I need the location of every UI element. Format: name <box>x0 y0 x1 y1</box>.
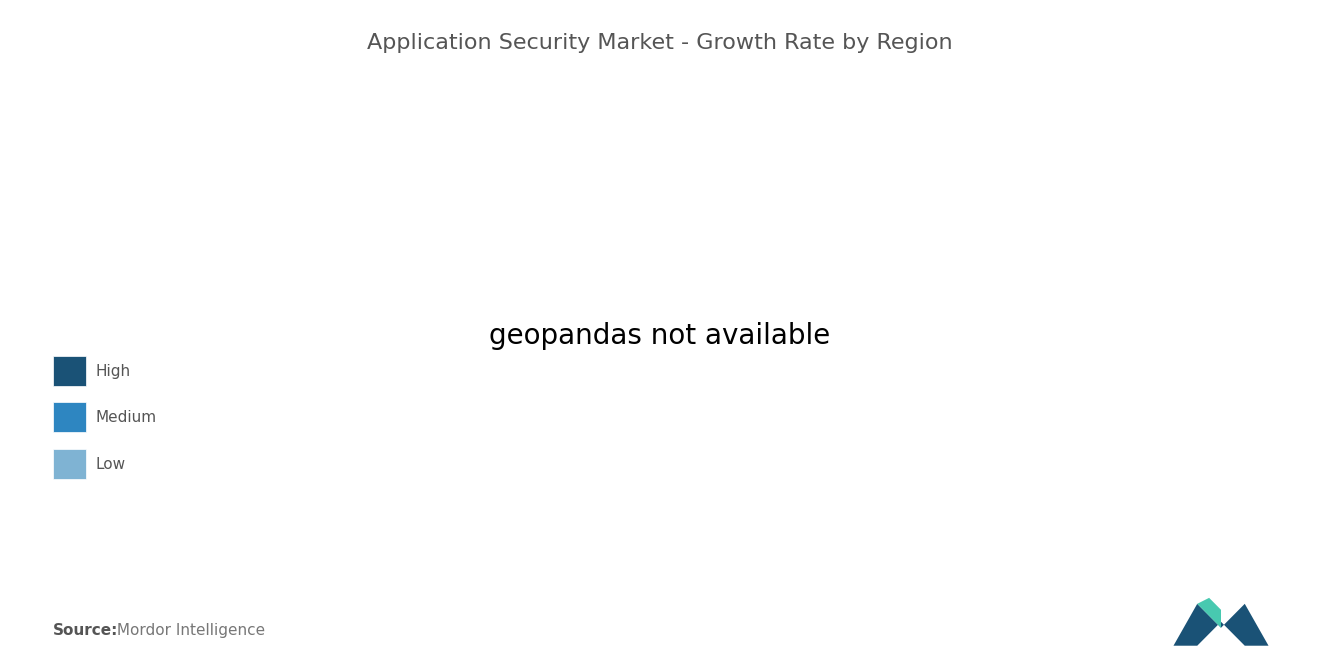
Polygon shape <box>1173 604 1269 646</box>
Text: geopandas not available: geopandas not available <box>490 322 830 350</box>
Text: Application Security Market - Growth Rate by Region: Application Security Market - Growth Rat… <box>367 33 953 53</box>
Polygon shape <box>1197 598 1221 628</box>
Text: High: High <box>95 364 131 378</box>
Text: Source:: Source: <box>53 623 119 638</box>
Text: Medium: Medium <box>95 410 156 425</box>
Text: Mordor Intelligence: Mordor Intelligence <box>112 623 265 638</box>
Text: Low: Low <box>95 457 125 471</box>
